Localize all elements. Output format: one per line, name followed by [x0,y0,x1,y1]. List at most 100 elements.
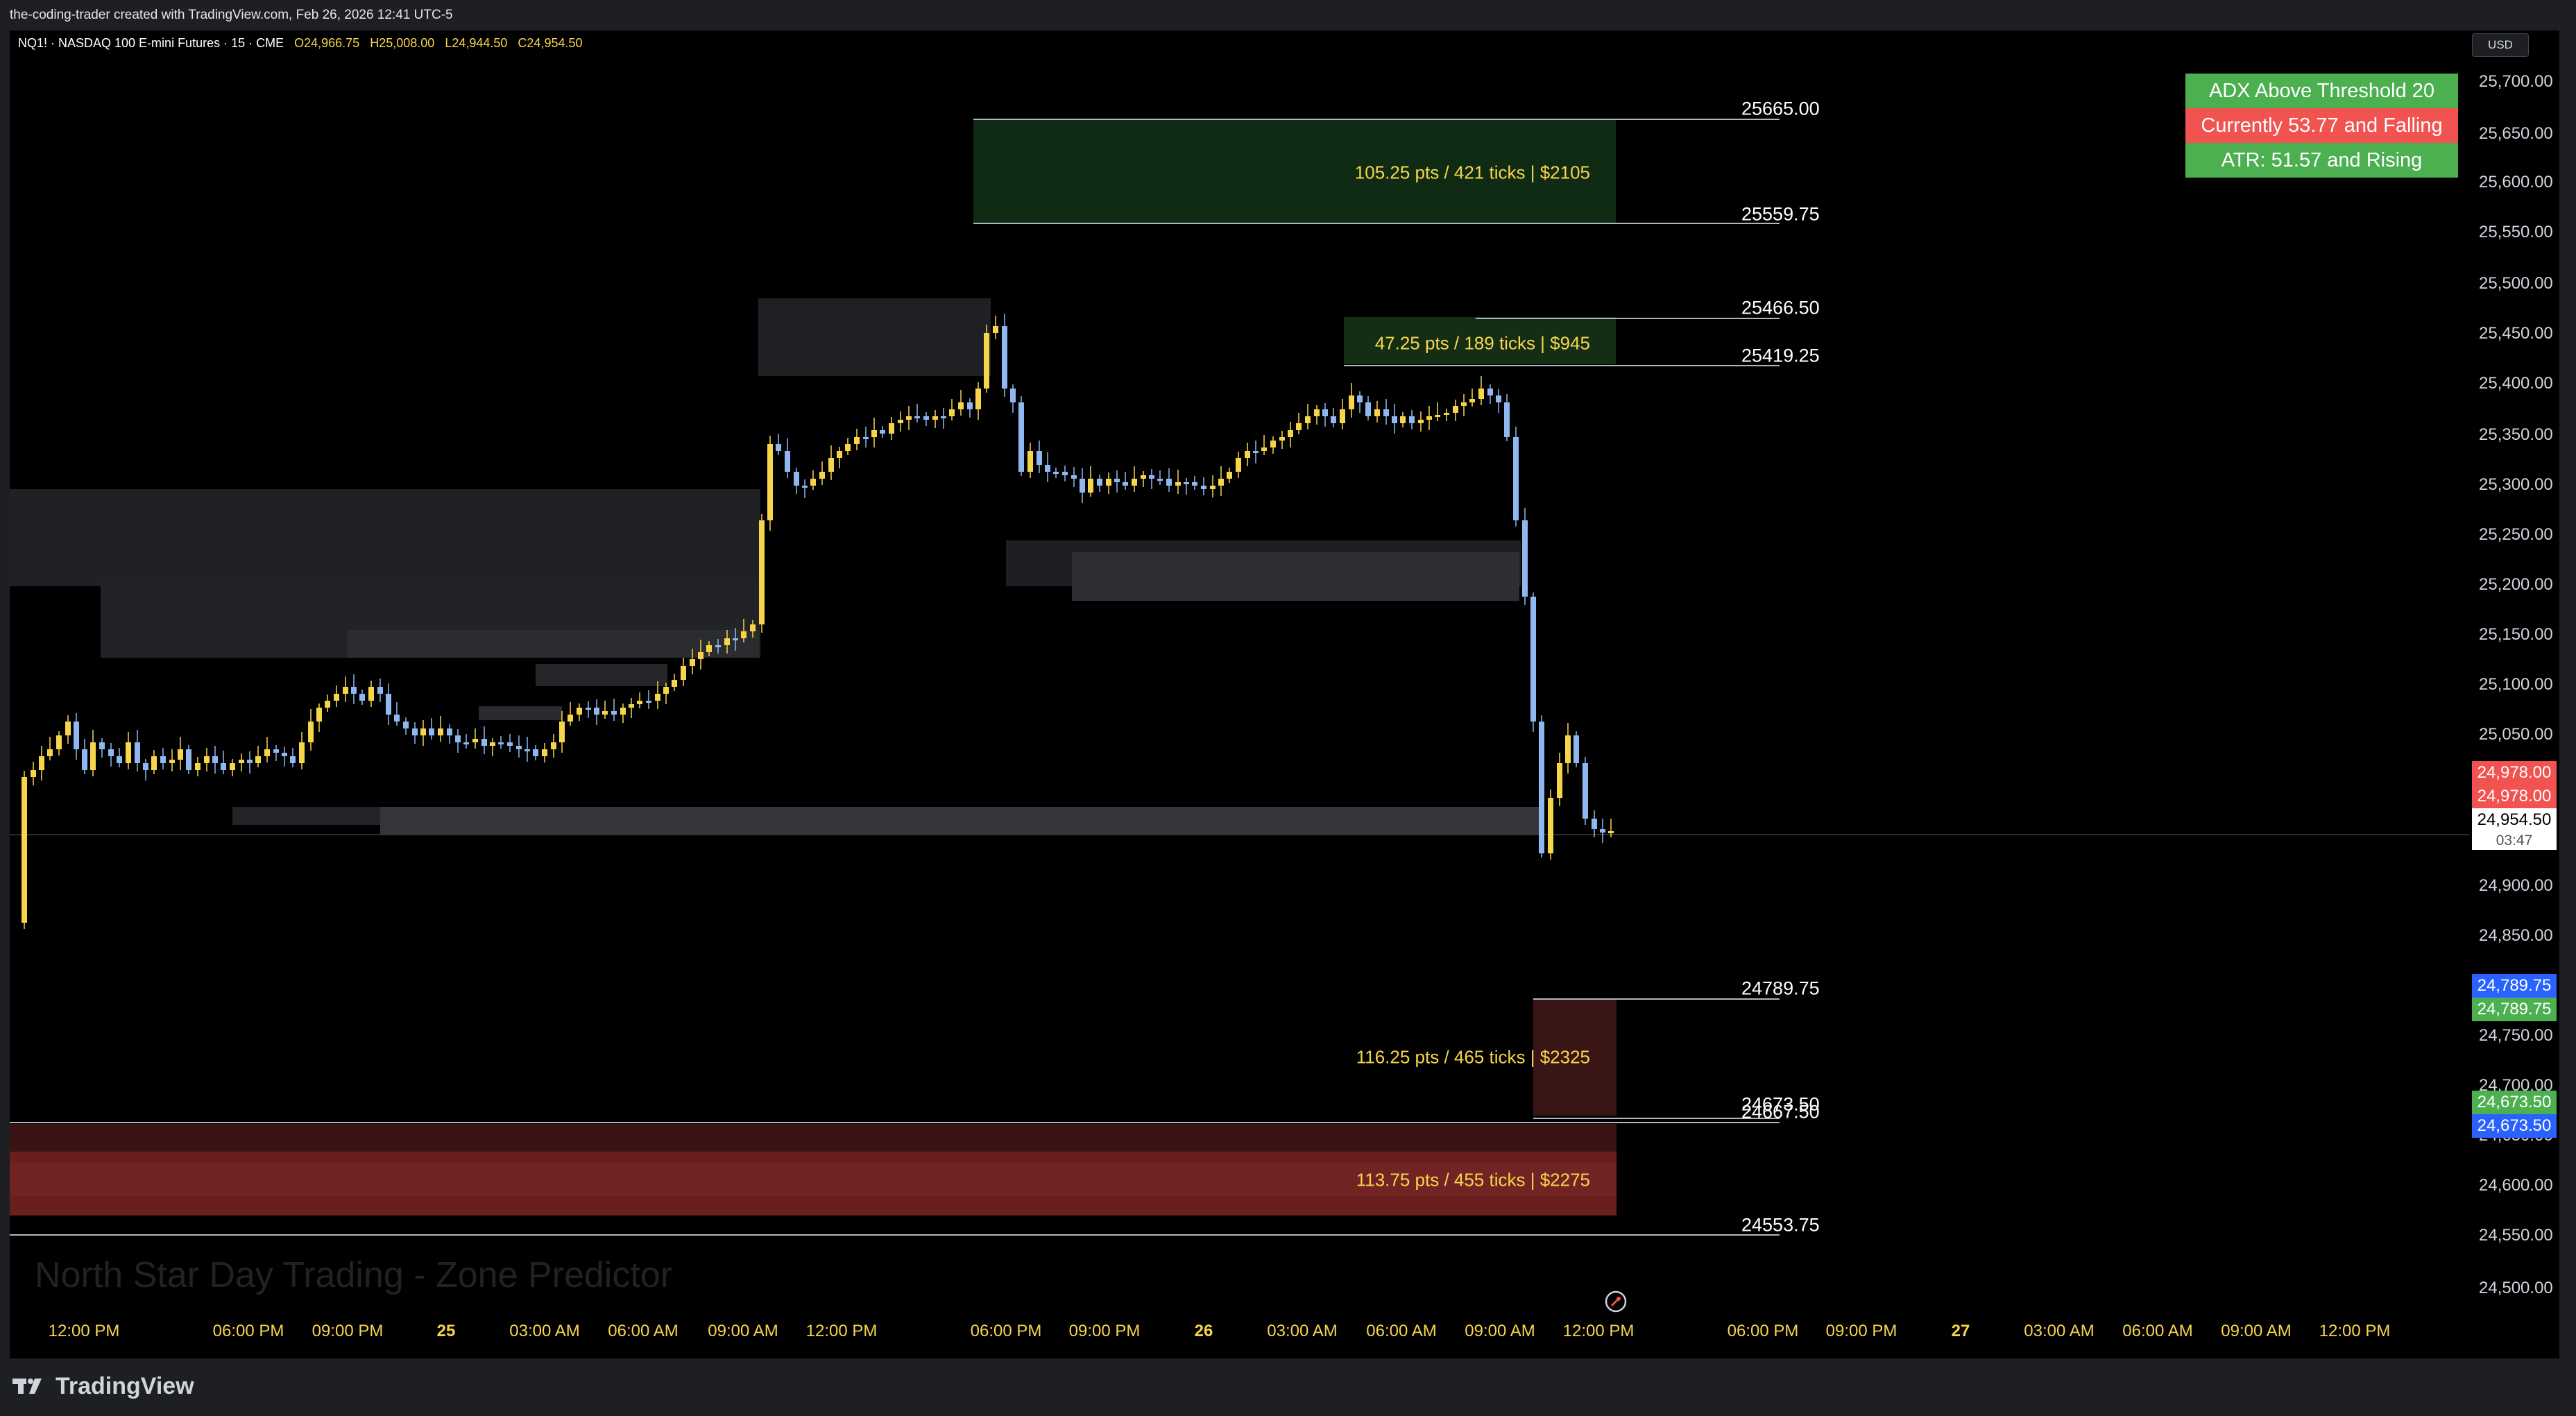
time-tick-label: 06:00 AM [1366,1322,1437,1340]
candle-body [1469,399,1475,402]
candle-body [1227,472,1232,479]
candle-body [1392,416,1397,423]
candle-body [160,756,166,763]
candle-body [1374,409,1380,416]
level-lower-target-a: 24673.50 [1741,1093,1820,1115]
currency-button[interactable]: USD [2472,33,2529,57]
candle-body [82,749,87,770]
candle-body [90,742,96,770]
tradingview-wordmark: TradingView [56,1372,194,1399]
time-tick-label: 03:00 AM [1267,1322,1338,1340]
level-mid-target: 25466.50 [1741,297,1820,318]
candle-body [984,333,989,389]
candle-body [1010,389,1016,402]
candle-body [975,389,981,409]
candle-body [871,430,877,437]
candle-body [204,756,210,763]
price-tick-label: 25,600.00 [2479,173,2553,191]
candle-body [1141,475,1146,479]
time-tick-label: 09:00 PM [1825,1322,1897,1340]
candle-body [1453,406,1458,413]
candle-body [1097,479,1102,486]
candle-body [819,472,825,479]
candle-body [1123,482,1128,486]
candle-body [1305,416,1311,423]
candle-body [1210,486,1216,489]
candle-body [1002,326,1007,389]
candle-body [672,680,677,687]
candle-body [420,728,426,735]
candle-body [941,416,946,418]
price-badge: 03:47 [2472,832,2557,850]
price-tick-label: 25,150.00 [2479,625,2553,644]
candle-body [1037,451,1042,465]
candle-body [1245,451,1250,458]
red-zone [1533,999,1617,1116]
candle-body [186,749,191,770]
replay-icon[interactable] [1603,1289,1628,1317]
candle-body [1114,479,1120,482]
candle-body [299,742,305,763]
time-tick-label: 09:00 PM [1068,1322,1141,1340]
price-badge: 24,673.50 [2472,1114,2557,1138]
candle-body [741,631,747,638]
candle-body [1296,423,1302,430]
footer-bar [0,1358,2576,1416]
tradingview-logo[interactable]: TradingView [12,1372,194,1400]
price-tick-label: 25,250.00 [2479,525,2553,544]
green-zone [1344,317,1616,364]
candle-body [447,728,452,735]
candle-body [637,701,642,704]
candle-body [1080,479,1085,493]
candle-body [845,444,851,451]
candle-body [1557,763,1562,798]
zone-mid-label: 47.25 pts / 189 ticks | $945 [1374,332,1590,354]
time-tick-label: 03:00 AM [509,1322,580,1340]
candle-body [802,486,808,488]
candle-body [1184,482,1189,484]
candle-body [230,763,235,770]
price-badge: 24,978.00 [2472,785,2557,808]
price-badge: 24,673.50 [2472,1091,2557,1114]
candle-body [794,472,799,486]
price-tick-label: 25,500.00 [2479,274,2553,293]
candle-body [412,728,418,735]
candle-body [1608,831,1614,833]
candle-body [690,659,695,666]
candle-body [889,423,894,434]
candle-body [438,728,443,735]
candle-body [1530,597,1536,722]
candle-body [785,451,790,472]
candle-body [247,760,253,763]
price-badge: 24,789.75 [2472,974,2557,998]
level-upper-entry: 25559.75 [1741,203,1820,225]
symbol-legend[interactable]: NQ1! · NASDAQ 100 E-mini Futures · 15 · … [18,36,583,51]
zone-bottom-label: 113.75 pts / 455 ticks | $2275 [1356,1169,1590,1191]
gray-zone [536,664,667,686]
candle-body [429,728,434,735]
candle-body [533,749,538,756]
candle-body [325,701,330,708]
candle-body [681,666,686,680]
candle-body [1175,482,1181,486]
candle-body [542,749,547,756]
green-zone [973,119,1616,223]
candle-body [178,749,183,760]
candle-body [586,708,591,710]
candle-body [343,687,348,694]
time-tick-label: 12:00 PM [1562,1322,1635,1340]
time-tick-label: 03:00 AM [2024,1322,2095,1340]
candle-body [629,704,634,708]
candle-body [551,742,556,749]
time-tick-label: 27 [1951,1322,1970,1340]
candle-body [135,742,140,763]
candle-body [290,756,296,763]
candle-body [255,756,261,763]
symbol-name: NQ1! · NASDAQ 100 E-mini Futures · 15 · … [18,36,284,50]
tradingview-logo-icon [12,1379,42,1394]
candle-body [906,416,912,420]
candle-body [655,694,660,701]
candle-body [56,735,62,749]
gray-zone [10,489,760,586]
